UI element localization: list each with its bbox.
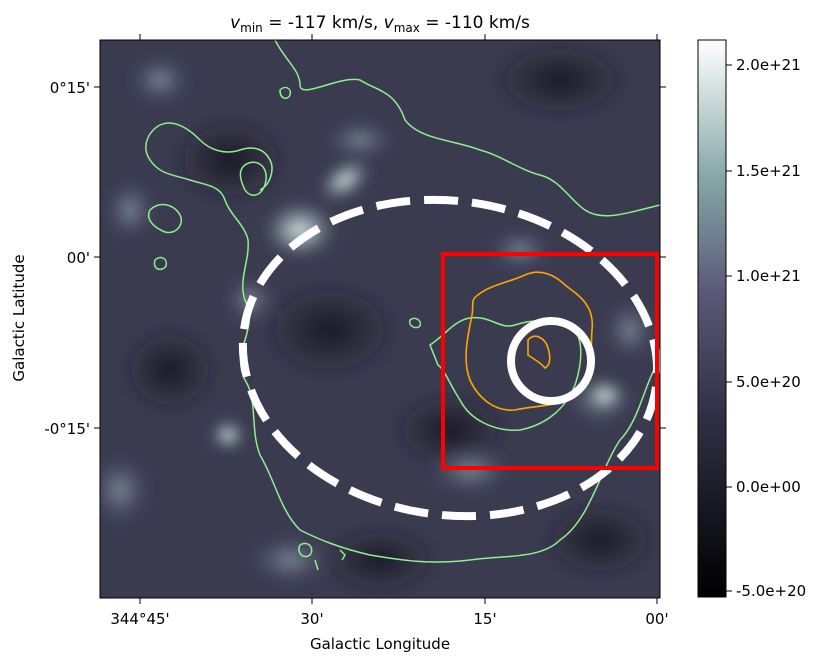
small-circle-region [507,317,595,405]
colorbar-tick-label: 1.0e+21 [736,267,801,285]
x-axis-label: Galactic Longitude [310,635,450,653]
colorbar-ticks [726,64,732,592]
x-tick-label: 00' [645,610,668,628]
x-tick-label: 30' [300,610,323,628]
colorbar-tick-label: 2.0e+21 [736,56,801,74]
x-axis [139,34,658,604]
sky-map-image [100,40,660,598]
y-tick-label: 00' [67,249,90,267]
y-tick-label: 0°15' [50,79,90,97]
colorbar-tick-label: 1.5e+21 [736,162,801,180]
x-tick-label: 15' [473,610,496,628]
y-tick-label: -0°15' [44,420,90,438]
colorbar-tick-label: 0.0e+00 [736,478,801,496]
plot-title: vmin = -117 km/s, vmax = -110 km/s [230,13,530,35]
plot-frame [99,39,661,599]
colorbar-tick-label: -5.0e+20 [736,582,806,600]
colorbar-tick-label: 5.0e+20 [736,373,801,391]
colorbar [697,39,727,598]
red-box-region [441,252,659,470]
x-tick-label: 344°45' [110,610,169,628]
y-axis-label: Galactic Latitude [10,254,28,381]
y-axis [94,86,666,429]
